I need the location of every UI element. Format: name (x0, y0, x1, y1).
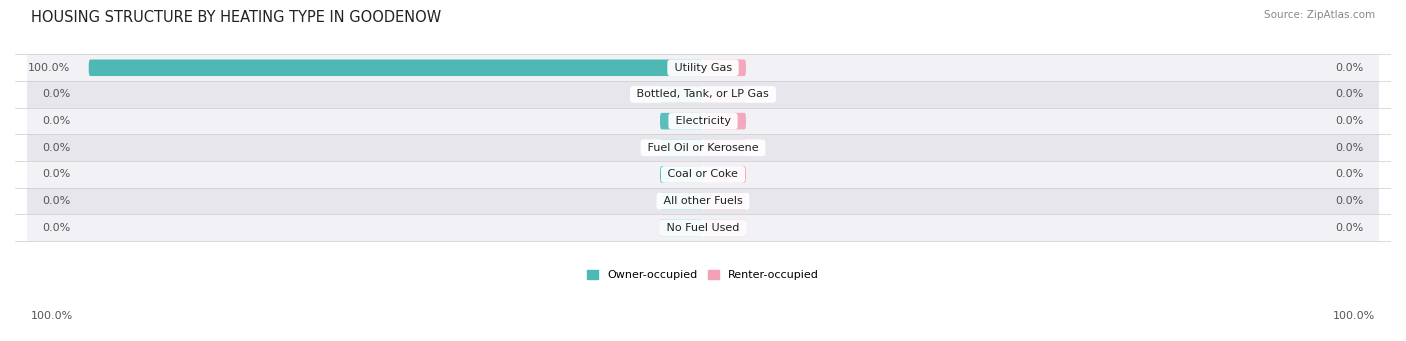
Bar (27, 55, 1379, 81)
FancyBboxPatch shape (659, 193, 703, 209)
Text: Bottled, Tank, or LP Gas: Bottled, Tank, or LP Gas (633, 89, 773, 100)
Text: 0.0%: 0.0% (42, 223, 70, 233)
Text: No Fuel Used: No Fuel Used (664, 223, 742, 233)
Bar (27, 108, 1379, 134)
Text: 0.0%: 0.0% (42, 116, 70, 126)
Text: Electricity: Electricity (672, 116, 734, 126)
Text: 0.0%: 0.0% (42, 143, 70, 153)
Text: 0.0%: 0.0% (1336, 143, 1364, 153)
Text: 100.0%: 100.0% (31, 311, 73, 321)
Text: Coal or Coke: Coal or Coke (664, 169, 742, 179)
FancyBboxPatch shape (703, 86, 747, 103)
Text: 0.0%: 0.0% (1336, 89, 1364, 100)
Text: 0.0%: 0.0% (42, 196, 70, 206)
FancyBboxPatch shape (703, 113, 747, 129)
FancyBboxPatch shape (89, 59, 703, 76)
Text: 0.0%: 0.0% (1336, 63, 1364, 73)
Bar (27, 81, 1379, 108)
FancyBboxPatch shape (659, 166, 703, 183)
Text: Utility Gas: Utility Gas (671, 63, 735, 73)
FancyBboxPatch shape (703, 59, 747, 76)
FancyBboxPatch shape (659, 86, 703, 103)
Text: HOUSING STRUCTURE BY HEATING TYPE IN GOODENOW: HOUSING STRUCTURE BY HEATING TYPE IN GOO… (31, 10, 441, 25)
Text: Fuel Oil or Kerosene: Fuel Oil or Kerosene (644, 143, 762, 153)
FancyBboxPatch shape (703, 193, 747, 209)
Text: 100.0%: 100.0% (28, 63, 70, 73)
FancyBboxPatch shape (659, 113, 703, 129)
FancyBboxPatch shape (703, 220, 747, 236)
Legend: Owner-occupied, Renter-occupied: Owner-occupied, Renter-occupied (582, 265, 824, 284)
Text: 0.0%: 0.0% (42, 169, 70, 179)
Bar (27, 188, 1379, 214)
Bar (27, 214, 1379, 241)
FancyBboxPatch shape (659, 139, 703, 156)
Text: 0.0%: 0.0% (1336, 169, 1364, 179)
FancyBboxPatch shape (703, 139, 747, 156)
Text: 0.0%: 0.0% (1336, 196, 1364, 206)
Text: Source: ZipAtlas.com: Source: ZipAtlas.com (1264, 10, 1375, 20)
FancyBboxPatch shape (703, 166, 747, 183)
FancyBboxPatch shape (659, 220, 703, 236)
Bar (27, 161, 1379, 188)
Text: 0.0%: 0.0% (1336, 223, 1364, 233)
Text: 100.0%: 100.0% (1333, 311, 1375, 321)
Text: 0.0%: 0.0% (42, 89, 70, 100)
Text: All other Fuels: All other Fuels (659, 196, 747, 206)
Text: 0.0%: 0.0% (1336, 116, 1364, 126)
Bar (27, 134, 1379, 161)
